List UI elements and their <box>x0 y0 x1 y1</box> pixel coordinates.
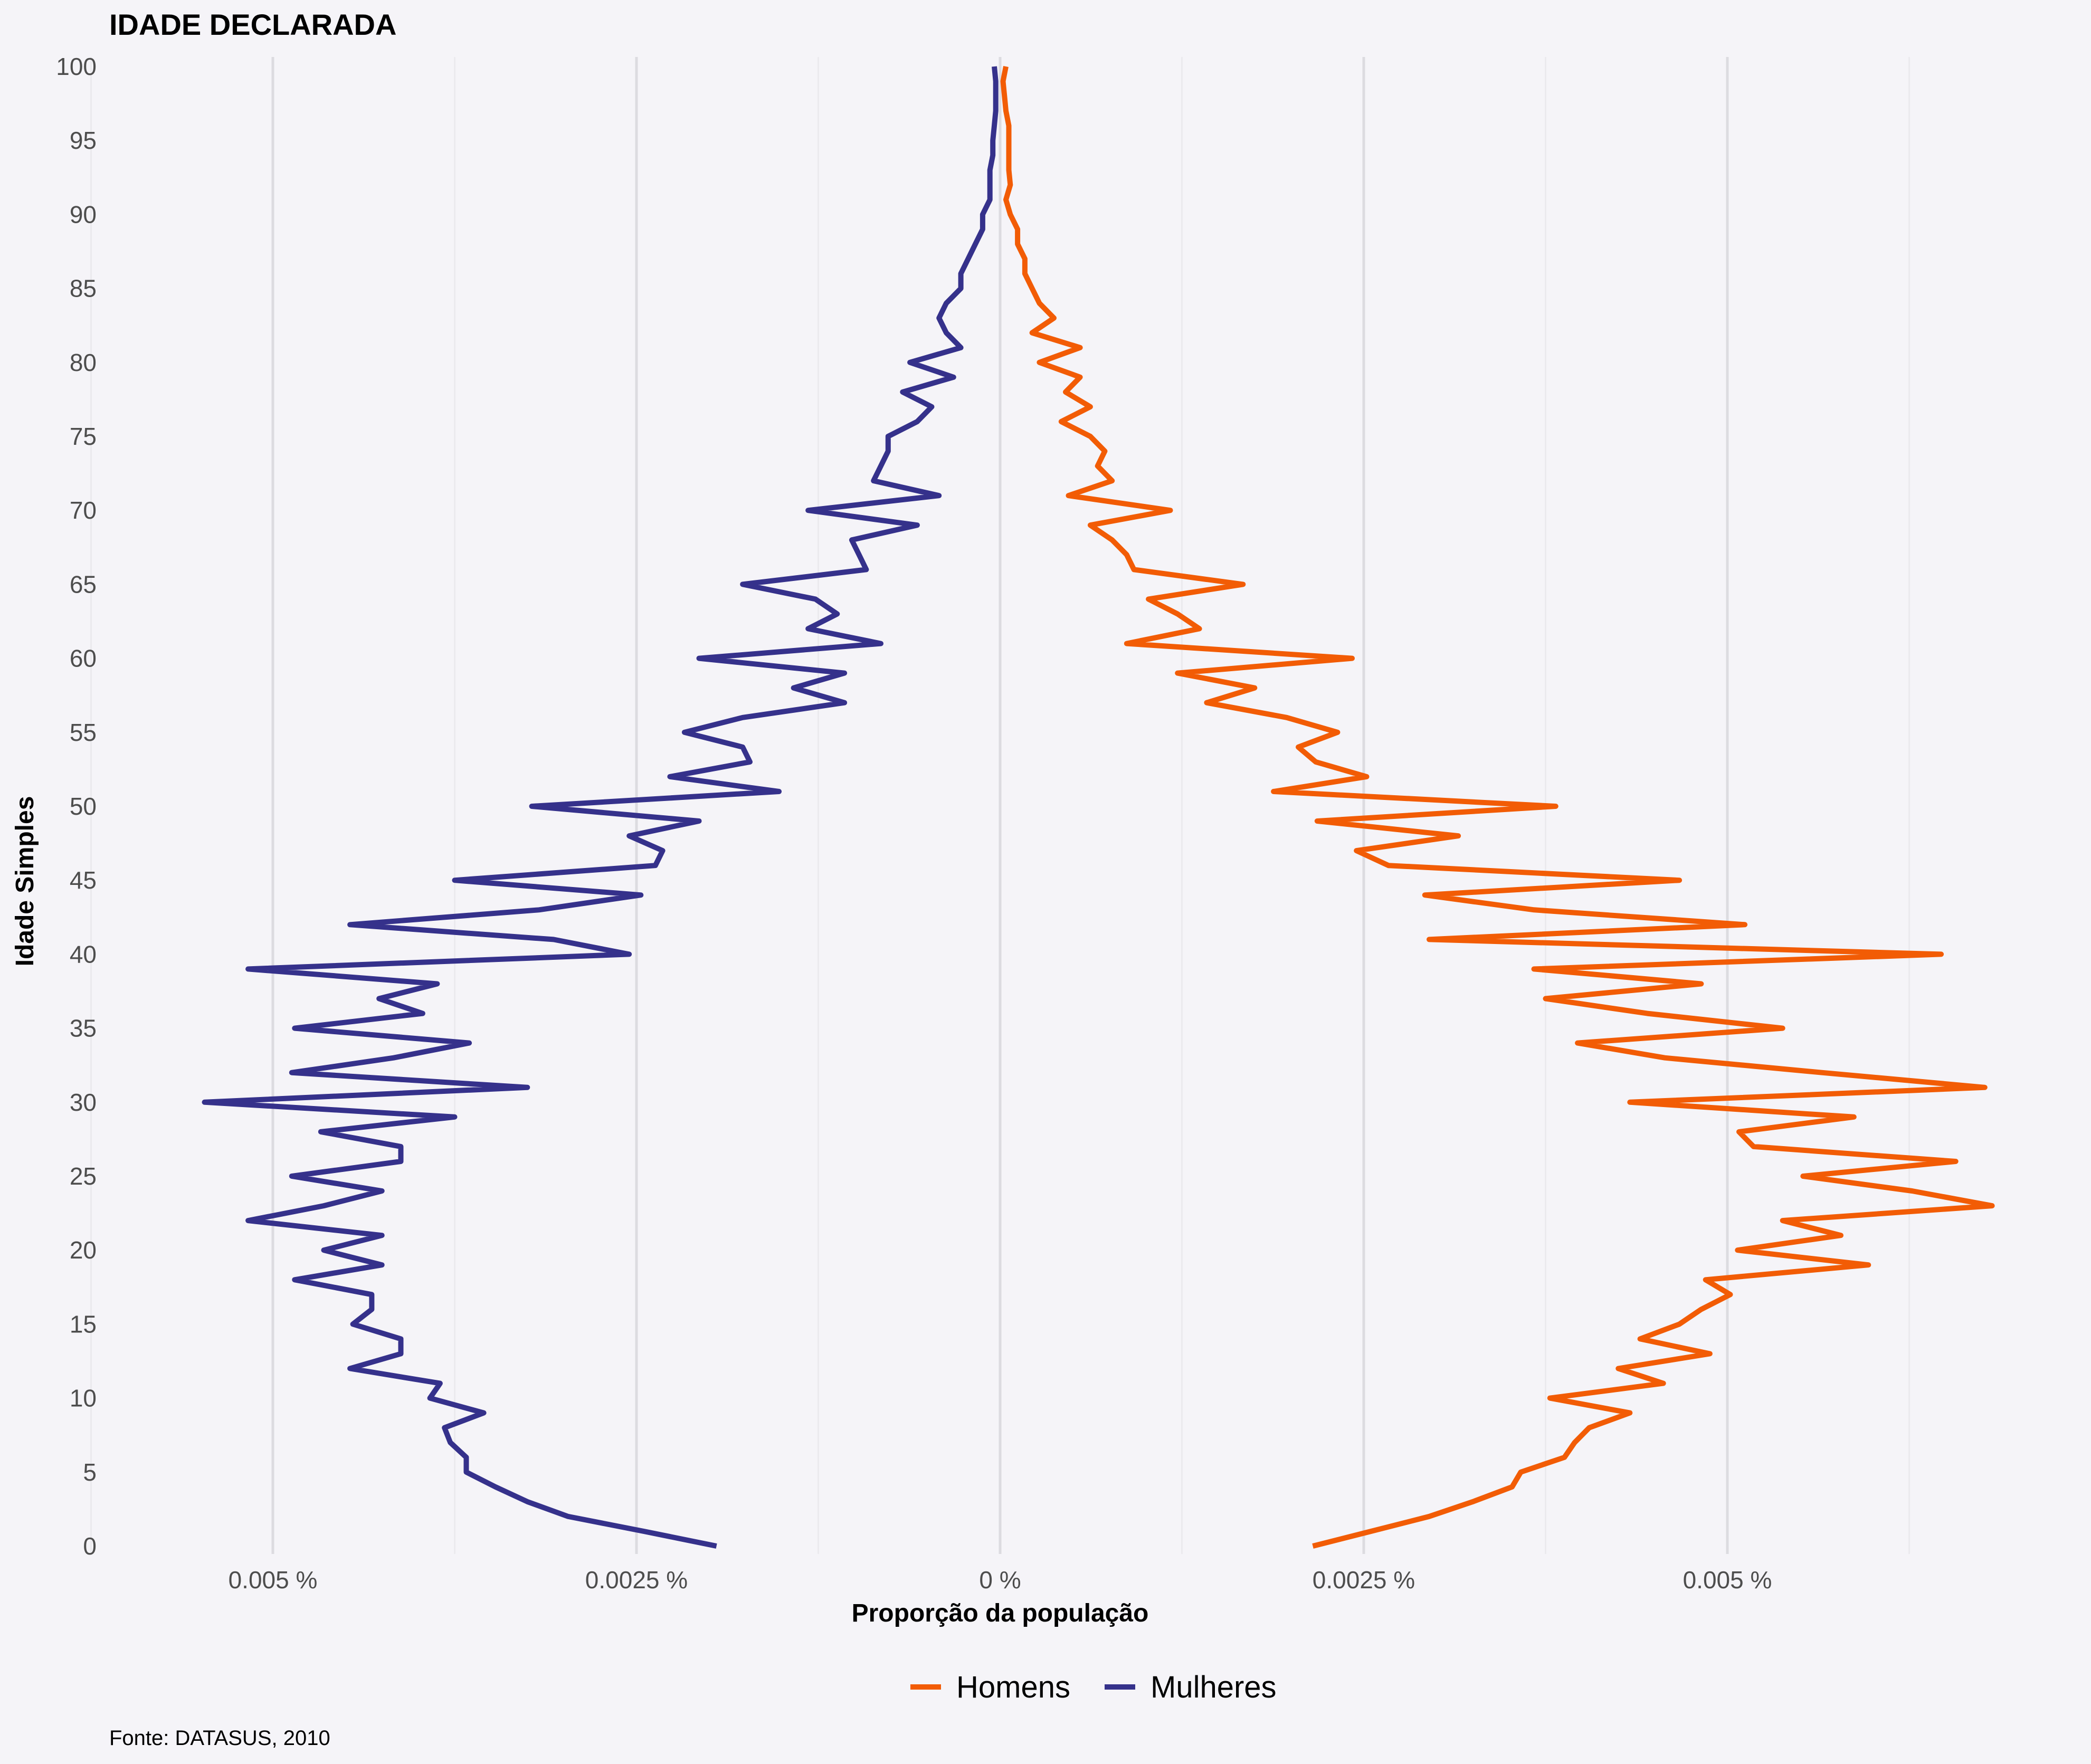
x-tick-label: 0.0025 % <box>585 1566 688 1594</box>
y-tick-label: 100 <box>56 53 97 80</box>
series-line-mulheres <box>202 66 999 1549</box>
series-line-homens <box>1000 66 1995 1549</box>
y-tick-label: 95 <box>70 127 97 154</box>
y-tick-label: 65 <box>70 570 97 598</box>
y-axis-ticks: 0 5 10 15 20 25 30 35 40 45 50 55 60 65 70 75 80 85 90 95 10… <box>56 53 97 1560</box>
x-tick-label: 0 % <box>979 1566 1021 1594</box>
y-tick-label: 75 <box>70 423 97 450</box>
legend-label-mulheres: Mulheres <box>1151 1670 1277 1704</box>
y-tick-label: 55 <box>70 719 97 746</box>
y-tick-label: 25 <box>70 1162 97 1190</box>
y-tick-label: 10 <box>70 1385 97 1412</box>
x-axis-title: Proporção da população <box>852 1599 1149 1627</box>
y-tick-label: 20 <box>70 1236 97 1264</box>
y-tick-label: 5 <box>83 1458 97 1486</box>
x-axis-ticks: 0.005 % 0.0025 % 0 % 0.0025 % 0.005 % <box>229 1566 1772 1594</box>
y-tick-label: 30 <box>70 1089 97 1116</box>
y-tick-label: 85 <box>70 275 97 302</box>
y-tick-label: 15 <box>70 1310 97 1338</box>
y-tick-label: 80 <box>70 349 97 376</box>
chart-caption: Fonte: DATASUS, 2010 <box>109 1727 330 1750</box>
y-tick-label: 40 <box>70 940 97 968</box>
y-tick-label: 0 <box>83 1532 97 1560</box>
x-tick-label: 0.005 % <box>1683 1566 1772 1594</box>
y-tick-label: 60 <box>70 645 97 672</box>
chart-title: IDADE DECLARADA <box>109 8 396 41</box>
y-tick-label: 90 <box>70 201 97 228</box>
x-tick-label: 0.005 % <box>229 1566 318 1594</box>
legend: Homens Mulheres <box>910 1670 1277 1704</box>
x-tick-label: 0.0025 % <box>1313 1566 1415 1594</box>
legend-label-homens: Homens <box>956 1670 1070 1704</box>
y-axis-title: Idade Simples <box>11 796 39 967</box>
y-tick-label: 35 <box>70 1015 97 1042</box>
y-tick-label: 70 <box>70 497 97 524</box>
y-tick-label: 50 <box>70 793 97 820</box>
y-tick-label: 45 <box>70 866 97 894</box>
series-lines <box>202 66 1995 1549</box>
